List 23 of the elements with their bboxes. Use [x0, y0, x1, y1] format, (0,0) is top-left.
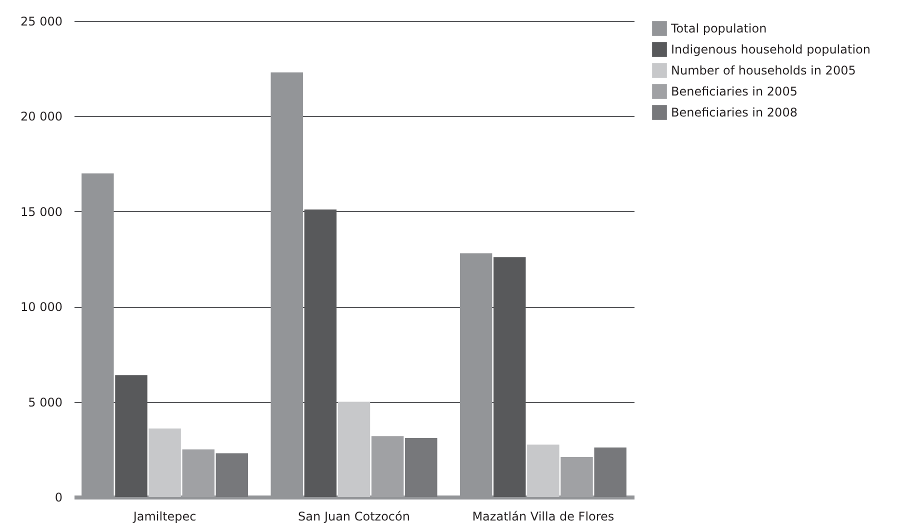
y-tick-label: 10 000: [20, 300, 62, 314]
bar: [560, 457, 593, 497]
bar: [338, 402, 370, 497]
legend-label: Number of households in 2005: [671, 64, 856, 78]
y-tick-label: 25 000: [20, 14, 62, 28]
bar: [216, 453, 248, 497]
x-tick-label: Jamiltepec: [132, 510, 196, 524]
bar: [148, 428, 181, 497]
bar: [527, 444, 560, 497]
x-tick-label: Mazatlán Villa de Flores: [472, 510, 614, 524]
bar: [182, 449, 214, 497]
x-tick-label: San Juan Cotzocón: [298, 510, 410, 524]
bar: [594, 447, 626, 497]
bar: [405, 438, 438, 497]
y-tick-label: 15 000: [20, 204, 62, 219]
y-tick-label: 5 000: [28, 395, 62, 410]
legend-label: Beneficiaries in 2005: [671, 84, 798, 98]
y-tick-label: 20 000: [20, 110, 62, 124]
y-tick-label: 0: [54, 490, 62, 504]
bar: [371, 436, 404, 497]
legend-label: Total population: [670, 22, 767, 36]
legend-label: Indigenous household population: [671, 42, 870, 56]
legend-label: Beneficiaries in 2008: [671, 106, 798, 120]
